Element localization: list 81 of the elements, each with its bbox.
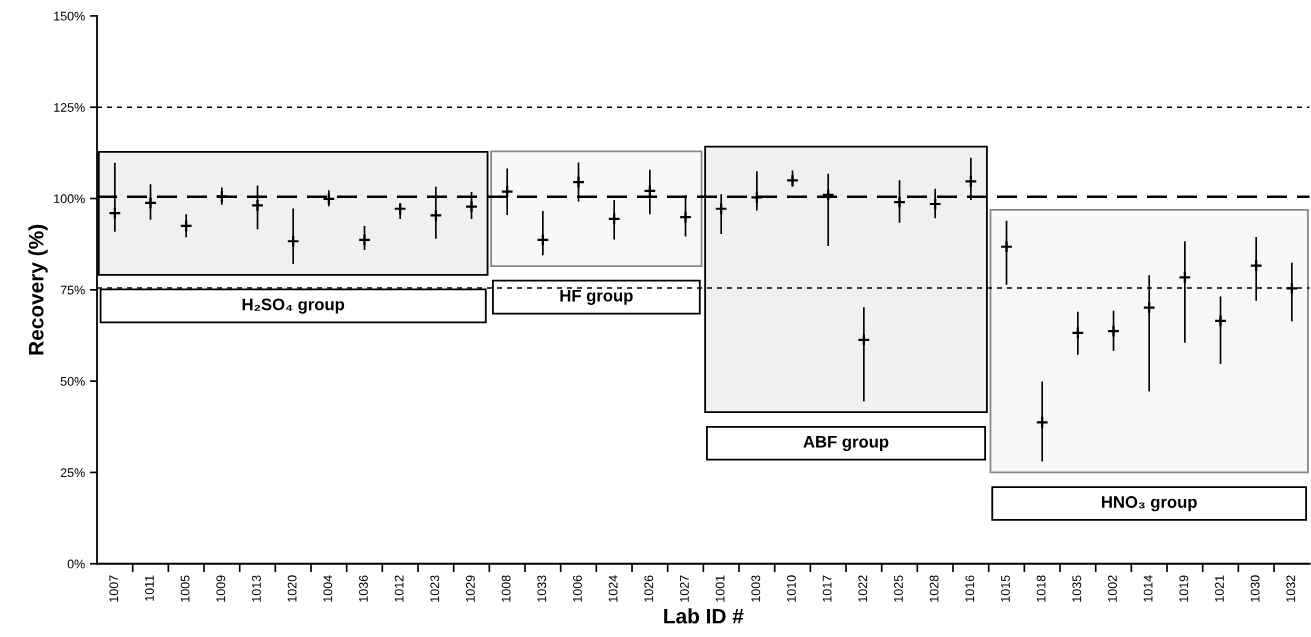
point [1214, 314, 1228, 328]
band-label: ABF group [803, 436, 889, 451]
x-tick-label: 1014 [1143, 575, 1153, 602]
point [179, 219, 193, 233]
point [393, 202, 407, 216]
x-axis-title: Lab ID # [664, 608, 744, 624]
x-tick-label: 1009 [216, 575, 226, 602]
point [1000, 240, 1014, 254]
point [643, 184, 657, 198]
x-tick-label: 1022 [858, 575, 868, 602]
point [536, 233, 550, 247]
x-tick-label: 1002 [1108, 575, 1117, 602]
x-tick-label: 1033 [537, 575, 547, 602]
x-tick-label: 1010 [787, 575, 796, 602]
x-tick-label: 1001 [715, 575, 725, 602]
y-axis-title: Recovery (%) [28, 224, 48, 355]
point [1035, 415, 1049, 429]
x-tick-label: 1017 [822, 575, 832, 602]
x-tick-label: 1013 [252, 575, 261, 602]
point [750, 190, 764, 204]
x-tick-label: 1011 [145, 575, 154, 601]
point [358, 233, 371, 247]
y-tick-label: 25% [60, 468, 85, 478]
point [215, 189, 229, 203]
point [928, 197, 942, 211]
x-tick-label: 1003 [751, 575, 761, 602]
y-tick-label: 75% [60, 285, 85, 295]
point [500, 185, 514, 199]
x-tick-label: 1007 [109, 575, 119, 602]
x-tick-label: 1026 [644, 575, 654, 602]
y-tick-label: 150% [54, 11, 85, 21]
x-tick-label: 1028 [929, 575, 939, 602]
point [679, 210, 693, 224]
point [1178, 270, 1192, 284]
point [286, 234, 300, 248]
x-tick-label: 1019 [1179, 575, 1189, 602]
x-tick-label: 1015 [1001, 575, 1010, 602]
x-tick-label: 1006 [573, 575, 582, 602]
point [144, 196, 157, 210]
x-tick-label: 1005 [180, 575, 190, 602]
point [964, 174, 978, 188]
x-tick-label: 1025 [894, 575, 903, 602]
band-label: HNO₃ group [1102, 496, 1197, 512]
point [857, 333, 871, 347]
point [1142, 301, 1156, 315]
point [821, 188, 835, 202]
y-tick-label: 100% [54, 194, 85, 204]
x-tick-label: 1024 [608, 575, 618, 602]
x-tick-label: 1018 [1036, 575, 1046, 602]
x-tick-label: 1016 [965, 575, 975, 602]
x-tick-label: 1036 [359, 575, 368, 602]
point [714, 202, 728, 216]
point [1249, 259, 1263, 273]
x-tick-label: 1021 [1215, 575, 1224, 602]
y-tick-label: 0% [67, 559, 85, 569]
x-tick-label: 1035 [1072, 575, 1082, 602]
x-tick-label: 1008 [501, 575, 511, 602]
point [465, 200, 479, 214]
x-tick-label: 1020 [287, 575, 297, 602]
x-tick-label: 1030 [1250, 575, 1260, 602]
point [893, 195, 907, 209]
y-tick-label: 50% [60, 376, 85, 386]
x-tick-label: 1023 [430, 575, 440, 602]
point [786, 173, 800, 187]
point [322, 192, 336, 206]
point [1285, 281, 1299, 295]
x-tick-label: 1012 [394, 575, 404, 602]
x-tick-label: 1004 [323, 575, 333, 602]
x-tick-label: 1027 [680, 575, 689, 602]
point [251, 198, 264, 212]
point [1107, 324, 1121, 338]
band-label: HF group [560, 289, 633, 305]
point [108, 206, 122, 220]
point [429, 208, 443, 222]
point [607, 212, 621, 226]
x-tick-label: 1032 [1286, 575, 1296, 602]
y-tick-label: 125% [54, 103, 85, 112]
x-tick-label: 1029 [466, 575, 475, 602]
point [1071, 326, 1085, 340]
band-label: H₂SO₄ group [242, 298, 345, 314]
point [572, 175, 586, 189]
